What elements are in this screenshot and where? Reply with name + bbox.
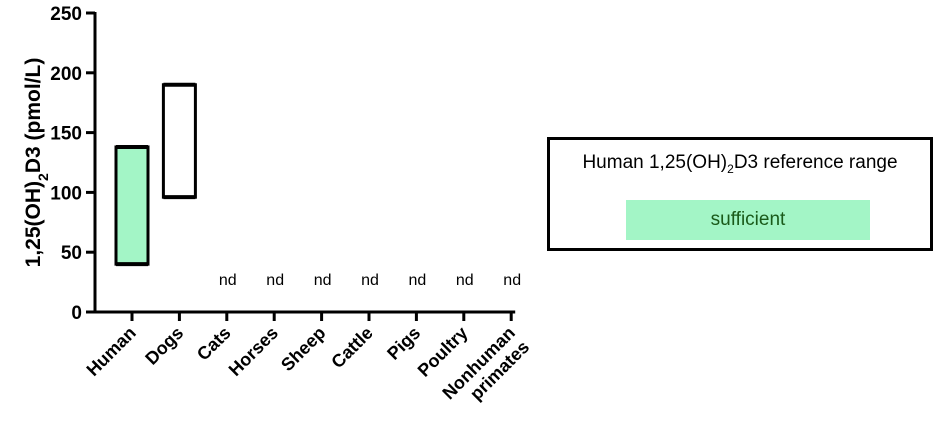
nd-label: nd xyxy=(409,272,427,289)
x-tick-label: Cattle xyxy=(327,323,377,373)
nd-label: nd xyxy=(456,272,474,289)
legend-title-subscript: 2 xyxy=(727,161,734,176)
x-tick-label: Sheep xyxy=(277,323,329,375)
x-tick-label: Horses xyxy=(225,323,282,380)
legend-title-rest: D3 reference range xyxy=(733,152,898,173)
y-tick-label: 100 xyxy=(50,183,82,204)
y-axis-label-subscript: 2 xyxy=(35,173,51,181)
nd-label: nd xyxy=(219,272,237,289)
y-axis-label-main: 1,25(OH) xyxy=(22,181,45,267)
nd-label: nd xyxy=(314,272,332,289)
range-bar-dogs xyxy=(161,83,197,199)
x-tick-label: Human xyxy=(83,323,140,380)
y-tick-label: 50 xyxy=(61,243,82,264)
x-tick-label: Dogs xyxy=(141,323,187,369)
y-tick-label: 0 xyxy=(71,303,82,324)
legend-title: Human 1,25(OH)2D3 reference range xyxy=(550,152,930,176)
nd-label: nd xyxy=(361,272,379,289)
y-tick-label: 150 xyxy=(50,124,82,145)
x-tick-label: Pigs xyxy=(383,323,424,364)
nd-label: nd xyxy=(503,272,521,289)
y-axis-label: 1,25(OH)2D3 (pmol/L) xyxy=(22,58,51,268)
range-bar-human xyxy=(114,145,150,266)
y-axis-label-rest: D3 (pmol/L) xyxy=(22,58,45,174)
y-tick-label: 200 xyxy=(50,64,82,85)
x-tick-label: Cats xyxy=(193,323,235,365)
legend-swatch-sufficient: sufficient xyxy=(626,200,870,240)
legend-title-main: Human 1,25(OH) xyxy=(582,152,728,173)
nd-label: nd xyxy=(266,272,284,289)
legend: Human 1,25(OH)2D3 reference range suffic… xyxy=(547,137,933,251)
y-tick-label: 250 xyxy=(50,4,82,25)
